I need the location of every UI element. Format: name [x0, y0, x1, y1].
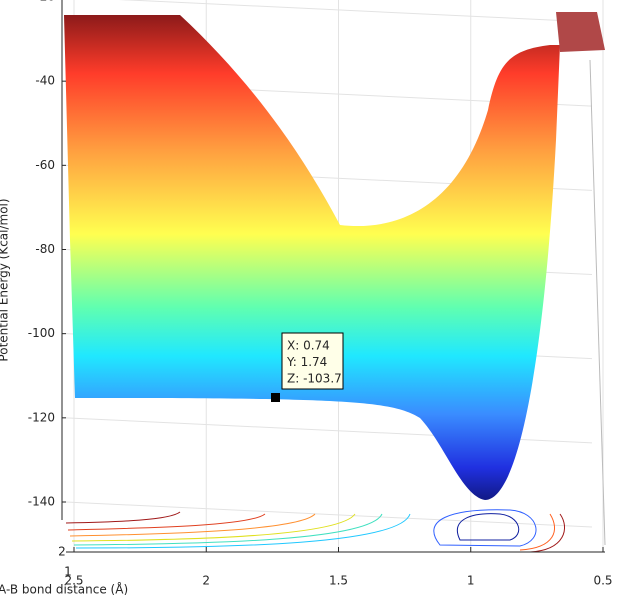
- axis-box: [589, 59, 606, 546]
- datatip-box[interactable]: [281, 332, 344, 390]
- x-tick-label: 2: [202, 574, 210, 588]
- y-tick-label: 1: [64, 565, 72, 579]
- surface: [64, 15, 560, 500]
- grid-line: [65, 501, 593, 528]
- grid-line: [118, 0, 593, 23]
- z-tick-label: -60: [35, 158, 55, 172]
- datatip-marker[interactable]: [271, 393, 280, 402]
- z-tick-label: -80: [35, 242, 55, 256]
- datatip-text: Y: 1.74: [286, 355, 327, 369]
- z-tick-label: -20: [35, 0, 55, 4]
- z-tick-label: -120: [28, 410, 55, 424]
- surface-edge: [556, 12, 605, 52]
- datatip-text: Z: -103.7: [287, 372, 342, 386]
- z-tick-label: -100: [28, 326, 55, 340]
- z-tick-label: -40: [35, 74, 55, 88]
- x-tick-label: 1.5: [329, 574, 348, 588]
- z-axis-label: Potential Energy (Kcal/mol): [0, 198, 11, 361]
- x-tick-label: 2.5: [64, 574, 83, 588]
- contours: [65, 509, 565, 553]
- x-tick-label: 0.5: [593, 574, 612, 588]
- z-tick-label: -140: [28, 495, 55, 509]
- x-axis-label: A-B bond distance (Å): [0, 582, 128, 595]
- y-tick-label: 2: [58, 545, 66, 559]
- x-tick-label: 1: [467, 574, 475, 588]
- datatip-text: X: 0.74: [287, 339, 330, 353]
